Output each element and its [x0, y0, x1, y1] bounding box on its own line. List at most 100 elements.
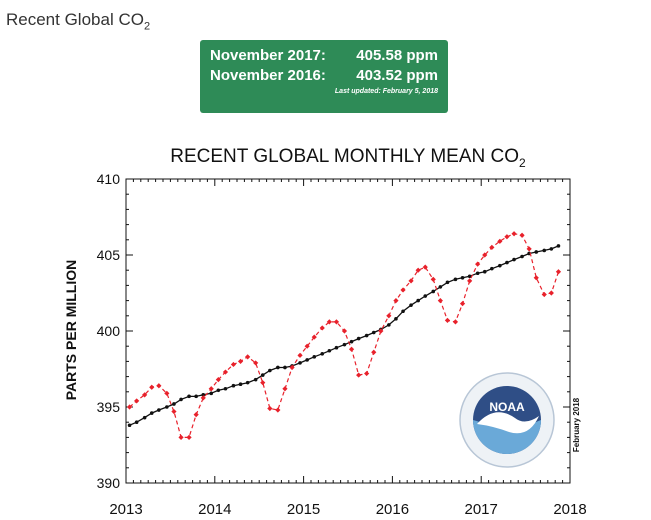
trend-point [194, 394, 198, 399]
monthly-point [230, 361, 237, 368]
monthly-point [260, 380, 266, 386]
trend-point [142, 415, 147, 420]
noaa-logo: NOAA [459, 372, 555, 468]
monthly-point [504, 234, 510, 240]
trend-point [356, 336, 361, 341]
trend-point [327, 348, 332, 353]
y-tick-label: 405 [97, 247, 121, 263]
trend-point [520, 254, 524, 259]
monthly-point [400, 287, 406, 293]
monthly-point [186, 434, 192, 440]
trend-point [209, 391, 214, 396]
monthly-point [215, 377, 221, 383]
y-tick-label: 410 [97, 171, 121, 187]
x-tick-label: 2018 [553, 501, 586, 518]
readout-row-previous: November 2016: 403.52 ppm [210, 66, 438, 86]
trend-point [165, 405, 169, 409]
trend-point [231, 383, 236, 388]
trend-point [498, 263, 502, 268]
page-title-text: Recent Global CO [6, 10, 144, 29]
last-updated-note: Last updated: February 5, 2018 [334, 88, 438, 95]
monthly-point [348, 346, 355, 352]
x-tick-label: 2015 [287, 501, 320, 518]
monthly-point [437, 298, 443, 304]
trend-point [245, 380, 250, 385]
trend-point [549, 247, 554, 251]
trend-point [445, 280, 450, 285]
trend-series [127, 244, 561, 428]
trend-point [371, 330, 376, 335]
monthly-point [319, 325, 325, 331]
trend-point [394, 317, 398, 321]
trend-point [467, 274, 472, 279]
monthly-point [489, 244, 495, 250]
y-tick-label: 400 [97, 323, 121, 339]
trend-point [431, 289, 436, 294]
monthly-point [193, 412, 199, 418]
trend-point [534, 250, 539, 254]
trend-point [453, 277, 458, 282]
trend-point [409, 303, 413, 307]
trend-point [334, 345, 339, 350]
monthly-point [408, 278, 414, 284]
monthly-point [134, 398, 140, 404]
trend-point [342, 342, 347, 347]
monthly-point [497, 238, 503, 244]
readout-value: 405.58 ppm [356, 47, 438, 64]
monthly-point [548, 290, 554, 296]
monthly-point [200, 395, 206, 401]
y-tick-label: 395 [97, 399, 121, 415]
trend-point [438, 285, 443, 289]
monthly-point [415, 267, 421, 273]
monthly-point [511, 231, 517, 237]
trend-point [423, 294, 428, 298]
monthly-point [149, 384, 155, 390]
monthly-point [326, 319, 332, 325]
plot-frame [125, 178, 571, 484]
trend-point [401, 309, 405, 314]
monthly-point [267, 405, 273, 412]
monthly-point [275, 407, 281, 413]
trend-point [305, 358, 309, 362]
trend-point [201, 393, 206, 397]
monthly-point [393, 298, 399, 304]
trend-point [460, 276, 465, 280]
x-tick-label: 2014 [198, 501, 231, 518]
chart-date-stamp: February 2018 [572, 397, 581, 452]
co2-readout-box: November 2017: 405.58 ppm November 2016:… [200, 40, 448, 113]
trend-point [157, 408, 161, 412]
trend-point [505, 260, 509, 265]
monthly-point [126, 404, 133, 410]
monthly-point [430, 276, 436, 282]
trend-point [364, 333, 369, 338]
trend-point [556, 244, 561, 248]
trend-point [216, 388, 221, 393]
trend-point [320, 352, 325, 356]
monthly-point [371, 349, 377, 355]
monthly-point [282, 386, 288, 392]
monthly-point [178, 434, 184, 440]
trend-point [238, 382, 243, 386]
trend-point [187, 394, 191, 399]
monthly-point [386, 313, 392, 319]
monthly-point [482, 252, 488, 258]
monthly-point [459, 301, 466, 307]
monthly-point [555, 269, 562, 275]
monthly-point [341, 328, 348, 334]
chart-title-text: RECENT GLOBAL MONTHLY MEAN CO [170, 146, 519, 167]
trend-point [490, 266, 494, 271]
page-title: Recent Global CO2 [6, 10, 150, 32]
noaa-logo-text: NOAA [489, 400, 525, 414]
chart-title: RECENT GLOBAL MONTHLY MEAN CO2 [170, 146, 526, 170]
trend-point [223, 386, 228, 391]
trend-point [542, 248, 547, 253]
trend-point [512, 257, 516, 262]
monthly-point [164, 390, 170, 396]
monthly-point [378, 328, 384, 334]
trend-point [475, 271, 480, 276]
trend-point [260, 373, 265, 377]
trend-point [283, 365, 287, 370]
trend-point [127, 423, 132, 428]
trend-point [387, 323, 391, 327]
trend-point [179, 397, 183, 402]
